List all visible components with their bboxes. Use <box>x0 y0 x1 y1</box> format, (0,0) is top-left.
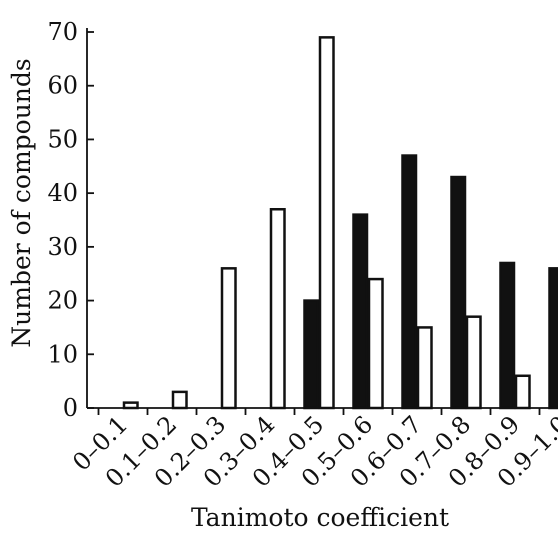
filled-bar-9 <box>499 261 516 410</box>
y-tick-label: 60 <box>47 72 78 100</box>
filled-bar-10 <box>548 267 558 410</box>
y-tick-label: 0 <box>63 394 78 422</box>
hollow-bar-9 <box>514 374 531 410</box>
y-tick-label: 20 <box>47 287 78 315</box>
hollow-bar-6 <box>367 277 384 410</box>
filled-bar-6 <box>352 213 369 410</box>
y-tick-label: 50 <box>47 125 78 153</box>
y-tick-label: 30 <box>47 233 78 261</box>
bars-layer <box>122 36 558 410</box>
y-tick-label: 10 <box>47 340 78 368</box>
y-tick-label: 40 <box>47 179 78 207</box>
axes-layer <box>86 28 554 415</box>
hollow-bar-4 <box>269 208 286 410</box>
y-axis-title: Number of compounds <box>7 58 36 347</box>
y-tick-label: 70 <box>47 18 78 46</box>
filled-bar-8 <box>450 175 467 410</box>
hollow-bar-3 <box>220 267 237 410</box>
filled-bar-5 <box>303 299 320 410</box>
filled-bar-7 <box>401 154 418 410</box>
hollow-bar-8 <box>465 315 482 410</box>
hollow-bar-7 <box>416 326 433 410</box>
hollow-bar-2 <box>171 390 188 410</box>
hollow-bar-5 <box>318 36 335 410</box>
x-axis-title: Tanimoto coefficient <box>191 503 449 532</box>
labels-layer: 0102030405060700–0.10.1–0.20.2–0.30.3–0.… <box>47 18 558 493</box>
